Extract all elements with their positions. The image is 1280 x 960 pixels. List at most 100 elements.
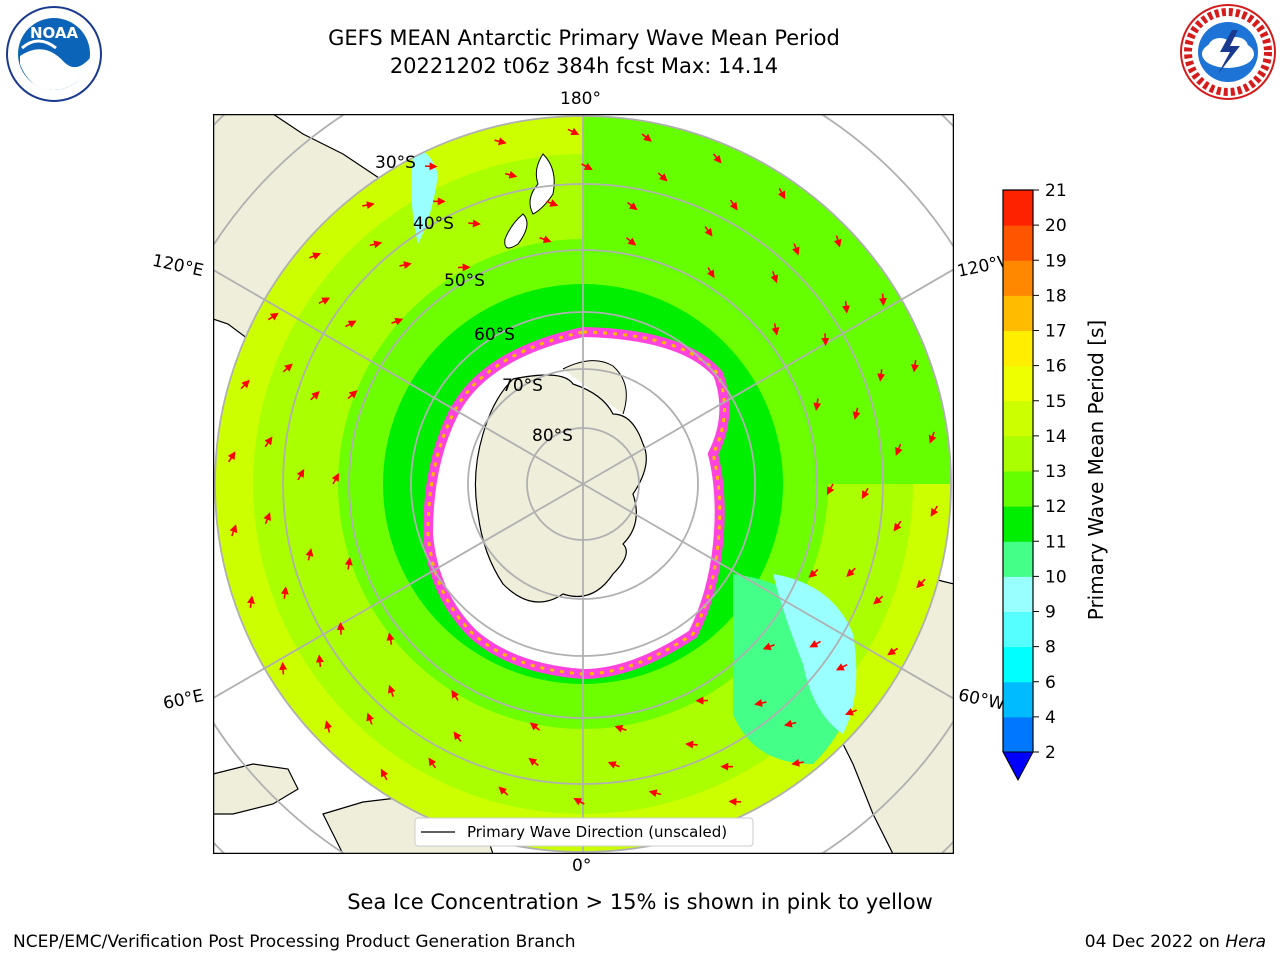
wave-arrow [648, 789, 662, 798]
colorbar-tick-label: 10 [1045, 567, 1067, 587]
wave-arrow [539, 235, 552, 244]
wave-arrow [240, 379, 250, 390]
wave-arrow [529, 722, 541, 731]
colorbar-tick-label: 8 [1045, 638, 1056, 658]
wave-arrow [428, 757, 437, 769]
wave-arrow [893, 520, 902, 532]
colorbar-cell [1003, 716, 1033, 753]
wave-arrow [309, 252, 322, 260]
wave-arrow [762, 642, 775, 651]
colorbar-cell [1003, 576, 1033, 612]
colorbar-cell [1003, 365, 1033, 402]
colorbar-tick-label: 4 [1045, 708, 1056, 728]
wave-arrow [468, 219, 481, 228]
new-zealand [529, 153, 555, 215]
wave-arrow [685, 740, 698, 749]
colorbar-cell [1003, 330, 1033, 367]
wave-arrow [546, 199, 559, 207]
lat-label-70s: 70°S [502, 376, 543, 396]
colorbar-cell [1003, 471, 1033, 507]
colorbar-tick-label: 13 [1045, 462, 1067, 482]
wave-arrow [494, 137, 507, 146]
wave-arrow [844, 708, 857, 716]
wave-arrow [835, 663, 848, 671]
lon-label-120e: 120°E [150, 250, 206, 282]
wave-arrow [391, 317, 404, 326]
colorbar-cell [1003, 611, 1033, 648]
wave-arrow [227, 451, 236, 463]
wave-arrow [930, 505, 939, 517]
lon-label-0: 0° [572, 856, 592, 876]
colorbar-cell [1003, 225, 1033, 261]
legend: Primary Wave Direction (unscaled) [414, 817, 754, 847]
wave-arrow [657, 172, 668, 182]
wave-arrow [280, 586, 289, 599]
wave-arrow [873, 595, 884, 605]
colorbar-cell [1003, 506, 1033, 542]
wave-arrow [928, 431, 937, 444]
wave-arrow [305, 548, 314, 561]
lat-label-60s: 60°S [474, 325, 515, 345]
wave-arrow [706, 267, 715, 279]
wave-arrow [387, 684, 396, 697]
wave-arrow [345, 320, 357, 328]
nws-logo [1180, 4, 1276, 100]
wave-direction-arrows [227, 127, 939, 806]
lat-label-50s: 50°S [444, 271, 485, 291]
wave-arrow [808, 568, 819, 578]
wave-arrow [528, 757, 539, 767]
wave-arrow [344, 557, 353, 570]
wave-arrow [263, 512, 271, 525]
wave-arrow [625, 237, 637, 246]
colorbar-cell [1003, 681, 1033, 718]
date-text: 04 Dec 2022 on [1084, 932, 1226, 952]
wave-arrow [310, 390, 320, 401]
colorbar-tick-label: 11 [1045, 532, 1067, 552]
wave-arrow [453, 731, 462, 742]
wave-arrow [386, 632, 395, 645]
wave-arrow [792, 243, 800, 256]
wave-arrow [916, 578, 926, 589]
map-subtitle: 20221202 t06z 384h fcst Max: 14.14 [389, 54, 779, 78]
colorbar-label: Primary Wave Mean Period [s] [1084, 319, 1108, 621]
wave-arrow [229, 524, 238, 537]
colorbar: 2 4 6 8 9 10 11 12 13 14 15 16 17 18 19 20 21 [1002, 181, 1067, 782]
wave-arrow [842, 301, 851, 314]
wave-arrow [846, 567, 856, 578]
wave-arrow [607, 761, 620, 769]
wave-arrow [264, 436, 273, 448]
wave-arrow [878, 293, 887, 307]
colorbar-tick-label: 17 [1045, 322, 1067, 342]
lon-label-180: 180° [560, 89, 601, 109]
wave-arrow [336, 622, 345, 635]
map-title: GEFS MEAN Antarctic Primary Wave Mean Pe… [328, 26, 840, 50]
wave-arrow [826, 483, 835, 496]
colorbar-cell [1003, 646, 1033, 683]
colorbar-extend-triangle [1002, 751, 1034, 782]
wave-arrow [821, 333, 830, 346]
colorbar-cell [1003, 295, 1033, 331]
wave-arrow [366, 712, 374, 725]
colorbar-tick-label: 6 [1045, 673, 1056, 693]
wave-arrow [783, 719, 797, 728]
wave-arrow [247, 595, 255, 609]
date-stamp: 04 Dec 2022 on Hera [1085, 932, 1266, 952]
wave-arrow [813, 398, 822, 411]
wave-arrow [498, 786, 509, 796]
wave-arrow [833, 235, 842, 248]
colorbar-cell [1003, 541, 1033, 577]
credit-line: NCEP/EMC/Verification Post Processing Pr… [13, 932, 576, 952]
wave-arrow [887, 647, 899, 656]
colorbar-cell [1003, 260, 1033, 296]
wave-arrow [267, 312, 279, 321]
wave-arrow [641, 133, 652, 142]
lon-label-60e: 60°E [161, 685, 206, 715]
wave-arrow [324, 720, 333, 733]
svg-text:NOAA: NOAA [30, 24, 79, 42]
sea-ice-note: Sea Ice Concentration > 15% is shown in … [347, 890, 933, 914]
wave-arrow [347, 390, 358, 400]
wave-arrow [877, 369, 886, 382]
wave-arrow [754, 699, 767, 707]
wave-arrow [567, 127, 580, 135]
wave-arrow [504, 170, 518, 179]
